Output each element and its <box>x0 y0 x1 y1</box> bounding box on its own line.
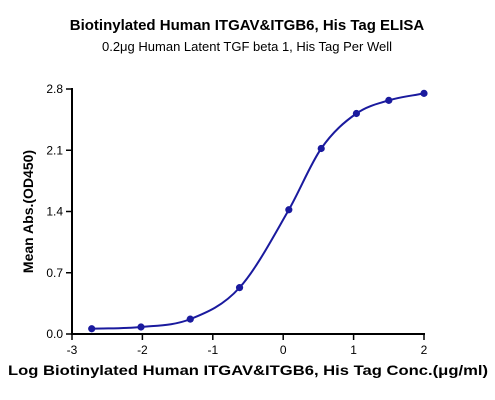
plot-area: 0.0 0.7 1.4 2.1 2.8 -3 -2 -1 0 1 2 <box>46 82 427 357</box>
fit-curve <box>91 92 425 330</box>
y-tick-label: 0.7 <box>46 266 63 280</box>
data-point <box>420 89 428 97</box>
chart-subtitle: 0.2μg Human Latent TGF beta 1, His Tag P… <box>102 39 392 54</box>
x-axis-title: Log Biotinylated Human ITGAV&ITGB6, His … <box>8 362 488 378</box>
x-tick-label: 1 <box>350 343 357 357</box>
y-tick-label: 0.0 <box>46 327 63 341</box>
x-tick-label: -3 <box>67 343 78 357</box>
y-tick-label: 2.8 <box>46 82 63 96</box>
data-point <box>186 315 194 323</box>
data-point <box>317 144 325 153</box>
x-tick-label: 0 <box>280 343 287 357</box>
x-tick-label: -2 <box>137 343 148 357</box>
y-ticks: 0.0 0.7 1.4 2.1 2.8 <box>46 82 72 341</box>
x-tick-label: -1 <box>207 343 218 357</box>
y-axis-title: Mean Abs.(OD450) <box>20 150 36 273</box>
data-point <box>385 96 393 104</box>
data-point <box>235 284 244 292</box>
y-tick-label: 1.4 <box>46 205 63 219</box>
data-point <box>352 109 361 118</box>
data-points <box>88 89 428 333</box>
data-point <box>88 325 96 333</box>
data-point <box>285 206 293 214</box>
x-ticks: -3 -2 -1 0 1 2 <box>67 334 428 357</box>
y-tick-label: 2.1 <box>46 143 63 157</box>
x-tick-label: 2 <box>421 343 428 357</box>
chart-title: Biotinylated Human ITGAV&ITGB6, His Tag … <box>70 17 425 34</box>
data-point <box>137 323 145 331</box>
